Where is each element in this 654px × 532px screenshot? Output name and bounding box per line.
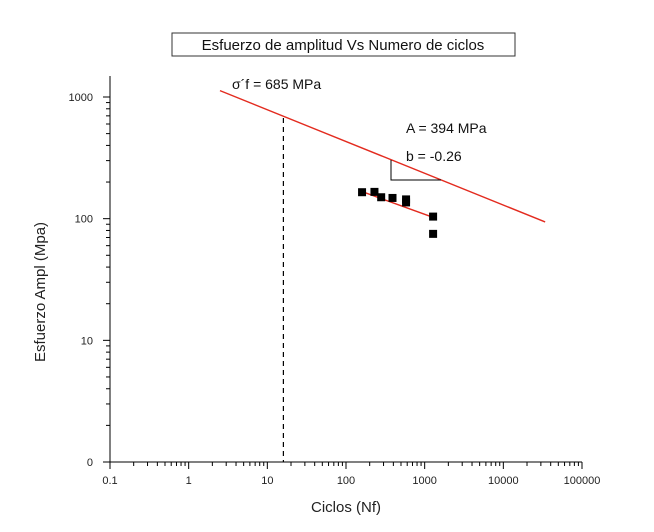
b-annotation: b = -0.26 <box>406 148 462 164</box>
slope-triangle <box>390 160 441 181</box>
chart-title-box: Esfuerzo de amplitud Vs Numero de ciclos <box>171 32 516 57</box>
y-tick-label: 1000 <box>69 92 93 104</box>
data-point <box>370 187 379 196</box>
x-tick-label: 10 <box>261 475 273 487</box>
x-axis-title: Ciclos (Nf) <box>311 499 381 516</box>
chart-title: Esfuerzo de amplitud Vs Numero de ciclos <box>202 37 485 54</box>
chart-title-frame <box>171 32 516 57</box>
sigma-f-annotation: σ´f = 685 MPa <box>232 76 321 92</box>
x-tick-label: 10000 <box>488 475 519 487</box>
y-tick-label: 10 <box>81 335 93 347</box>
x-tick-label: 100 <box>337 475 355 487</box>
y-tick-label: 0 <box>87 457 93 469</box>
data-point <box>429 229 438 238</box>
y-axis-ticks: 0 10 100 1000 <box>69 92 110 469</box>
fit-line <box>219 89 546 223</box>
x-tick-label: 100000 <box>564 475 601 487</box>
data-point <box>402 198 411 207</box>
data-point <box>377 193 386 202</box>
fit-lines <box>219 89 546 223</box>
data-point <box>388 193 397 202</box>
A-annotation: A = 394 MPa <box>406 120 487 136</box>
y-tick-label: 100 <box>75 214 93 226</box>
x-tick-label: 1 <box>186 475 192 487</box>
data-point <box>429 212 438 221</box>
data-point <box>358 188 367 197</box>
x-tick-label: 0.1 <box>102 475 117 487</box>
x-axis-ticks: 0.1 1 10 100 1000 10000 100000 <box>102 462 600 487</box>
x-tick-label: 1000 <box>412 475 436 487</box>
data-points <box>358 187 438 238</box>
y-axis-title: Esfuerzo Ampl (Mpa) <box>32 222 49 362</box>
